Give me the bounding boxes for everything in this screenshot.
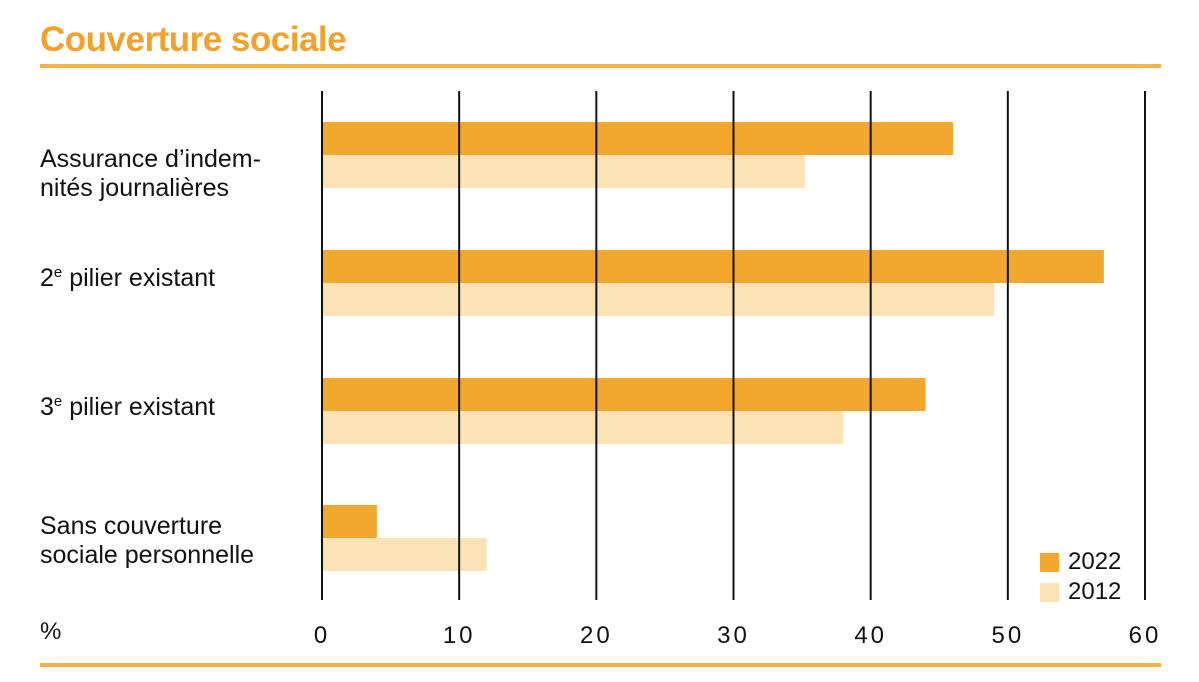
category-label-text: pilier existant bbox=[62, 393, 216, 421]
chart-title: Couverture sociale bbox=[40, 20, 347, 59]
legend-label-2022: 2022 bbox=[1068, 548, 1122, 575]
bar-2022-2 bbox=[322, 378, 926, 411]
legend-swatch-2022 bbox=[1040, 553, 1059, 572]
bar-2012-1 bbox=[322, 283, 995, 316]
bar-2012-3 bbox=[322, 538, 487, 571]
category-label-superscript: e bbox=[53, 264, 63, 281]
category-label-daily-allowance: Assurance d’indem- nités journalières bbox=[40, 145, 310, 203]
category-label-number: 2 bbox=[40, 264, 54, 292]
legend-label-2012: 2012 bbox=[1068, 578, 1122, 605]
bar-2022-3 bbox=[322, 505, 377, 538]
category-label-line: Sans couverture bbox=[40, 512, 223, 540]
category-label-2nd-pillar: 2e pilier existant bbox=[40, 264, 310, 293]
x-tick-label-30: 30 bbox=[717, 622, 750, 649]
bar-2022-1 bbox=[322, 250, 1104, 283]
category-label-line: sociale personnelle bbox=[40, 541, 255, 569]
bar-2012-2 bbox=[322, 411, 844, 444]
category-label-no-coverage: Sans couverture sociale personnelle bbox=[40, 512, 310, 570]
x-tick-label-10: 10 bbox=[443, 622, 476, 649]
bar-2022-0 bbox=[322, 122, 953, 155]
legend-swatch-2012 bbox=[1040, 583, 1059, 602]
x-tick-label-20: 20 bbox=[580, 622, 613, 649]
title-rule bbox=[40, 64, 1161, 68]
x-tick-label-60: 60 bbox=[1129, 622, 1162, 649]
x-tick-label-50: 50 bbox=[991, 622, 1024, 649]
bottom-rule bbox=[40, 663, 1161, 667]
category-label-line: nités journalières bbox=[40, 174, 229, 202]
x-tick-label-0: 0 bbox=[314, 622, 330, 649]
x-tick-label-40: 40 bbox=[854, 622, 887, 649]
x-axis-unit-label: % bbox=[40, 618, 62, 645]
category-label-line: Assurance d’indem- bbox=[40, 145, 261, 173]
category-label-3rd-pillar: 3e pilier existant bbox=[40, 393, 310, 422]
category-label-number: 3 bbox=[40, 393, 54, 421]
bar-2012-0 bbox=[322, 155, 805, 188]
category-label-superscript: e bbox=[53, 393, 63, 410]
category-label-text: pilier existant bbox=[62, 264, 216, 292]
